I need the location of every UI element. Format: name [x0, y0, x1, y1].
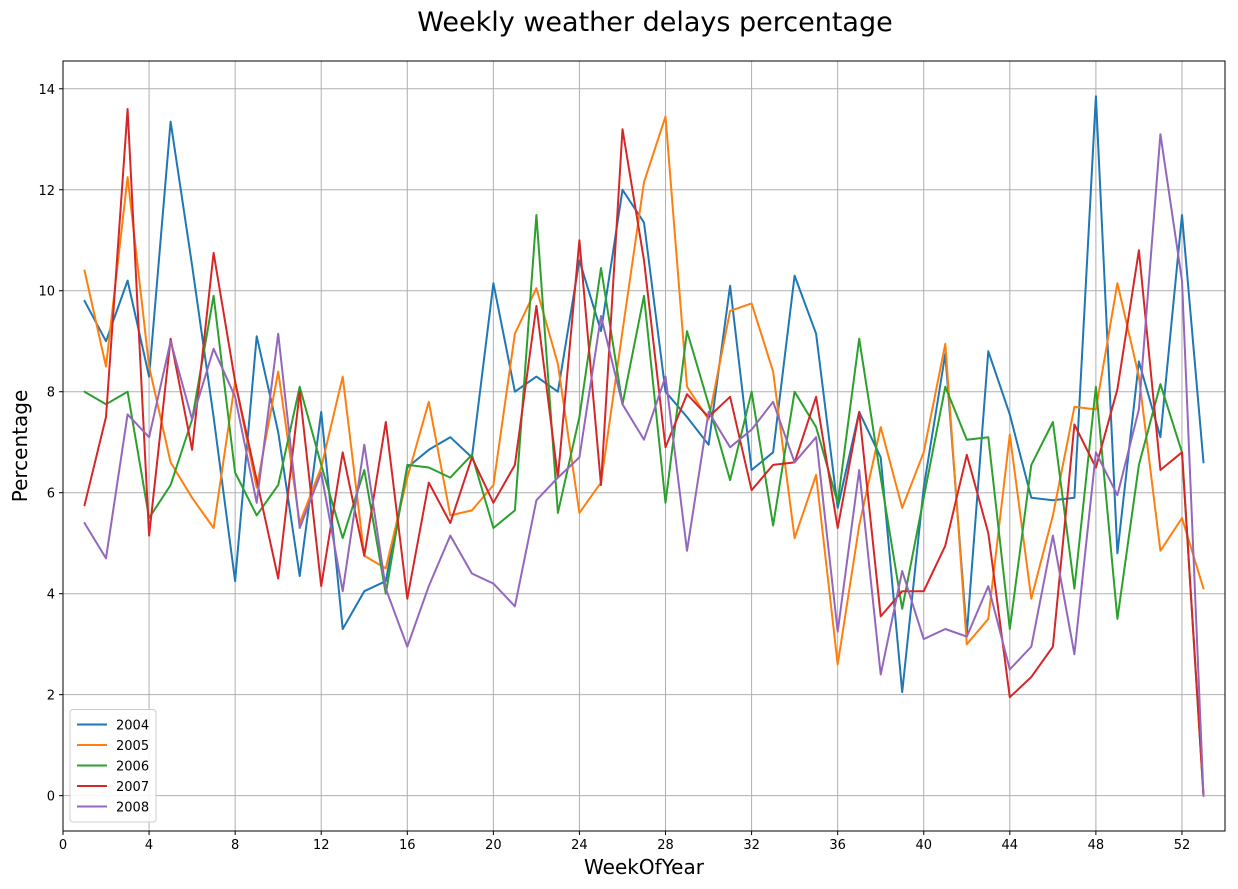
legend-label-2007: 2007: [116, 780, 149, 795]
y-tick-label: 0: [47, 790, 55, 805]
x-tick-label: 24: [571, 838, 588, 853]
x-tick-label: 0: [59, 838, 67, 853]
series-line-2007: [83, 108, 1205, 797]
x-tick-label: 16: [399, 838, 416, 853]
x-tick-label: 32: [743, 838, 760, 853]
x-tick-label: 44: [1002, 838, 1019, 853]
x-tick-label: 52: [1174, 838, 1191, 853]
y-tick-label: 14: [38, 83, 55, 98]
y-tick-label: 10: [38, 285, 55, 300]
plot-frame: [62, 60, 1226, 832]
series-lines: [83, 95, 1205, 797]
series-line-2006: [83, 214, 1205, 797]
series-line-2008: [83, 133, 1205, 797]
series-line-2005: [83, 115, 1205, 666]
grid: [62, 61, 1225, 831]
x-tick-label: 40: [915, 838, 932, 853]
y-tick-label: 8: [47, 386, 55, 401]
x-tick-label: 20: [485, 838, 502, 853]
x-tick-label: 4: [145, 838, 153, 853]
legend-label-2008: 2008: [116, 801, 149, 816]
x-axis-label: WeekOfYear: [584, 855, 705, 879]
x-tick-label: 48: [1088, 838, 1105, 853]
legend-label-2005: 2005: [116, 739, 149, 754]
x-tick-label: 36: [829, 838, 846, 853]
legend-label-2006: 2006: [116, 760, 149, 775]
x-tick-label: 28: [657, 838, 674, 853]
y-tick-label: 6: [47, 487, 55, 502]
y-axis-label: Percentage: [8, 390, 32, 503]
y-tick-label: 12: [38, 184, 55, 199]
legend-box: [69, 709, 157, 823]
legend-label-2004: 2004: [116, 719, 149, 734]
y-tick-label: 4: [47, 588, 55, 603]
x-tick-label: 12: [313, 838, 330, 853]
x-axis-ticks: 0 4 8 12 16 20 24 28 32 36 40 44 48 52: [59, 831, 1190, 853]
chart-title: Weekly weather delays percentage: [417, 7, 892, 38]
legend: 2004 2005 2006 2007 2008: [69, 709, 157, 823]
y-tick-label: 2: [47, 689, 55, 704]
series-line-2004: [83, 95, 1205, 694]
x-tick-label: 8: [231, 838, 239, 853]
y-axis-ticks: 0 2 4 6 8 10 12 14: [38, 83, 63, 805]
